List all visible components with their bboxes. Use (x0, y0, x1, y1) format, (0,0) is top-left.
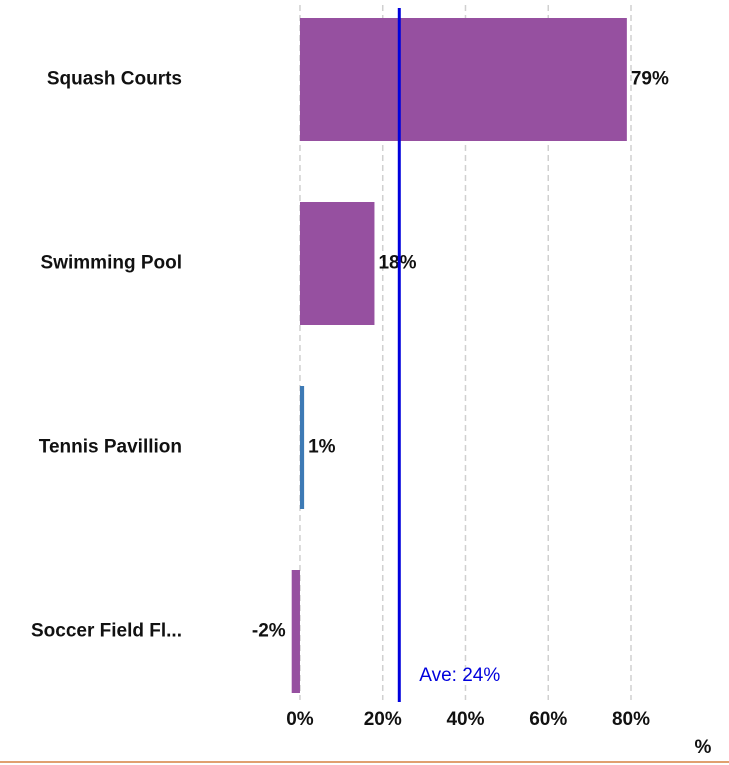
value-label: 79% (631, 69, 669, 90)
value-label: 18% (378, 253, 416, 274)
bar (299, 202, 375, 325)
value-label: 1% (308, 437, 336, 458)
category-label: Swimming Pool (41, 253, 182, 274)
category-label: Tennis Pavillion (39, 437, 182, 458)
category-label: Soccer Field Fl... (31, 621, 182, 642)
x-tick-label: 60% (529, 709, 567, 730)
x-tick-label: 0% (286, 709, 314, 730)
average-label: Ave: 24% (419, 665, 500, 686)
x-tick-label: 80% (612, 709, 650, 730)
bar (291, 570, 300, 693)
value-label: -2% (252, 621, 286, 642)
bar (299, 386, 305, 509)
bar (299, 18, 627, 141)
x-tick-label: 40% (446, 709, 484, 730)
x-axis-label: % (695, 737, 712, 758)
category-label: Squash Courts (47, 69, 182, 90)
x-tick-label: 20% (364, 709, 402, 730)
